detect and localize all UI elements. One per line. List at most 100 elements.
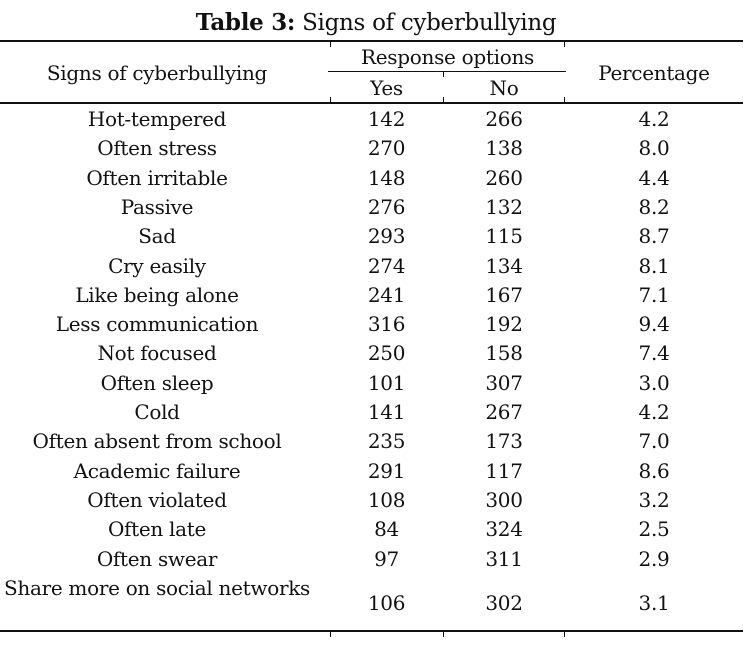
- yes-cell: 142: [367, 107, 406, 131]
- sign-cell: Often late: [107, 517, 207, 542]
- table-row: Cry easily 274 134 8.1: [0, 252, 752, 281]
- no-cell: 115: [485, 224, 523, 249]
- no-cell: 267: [485, 400, 523, 424]
- no-cell: 173: [485, 429, 523, 454]
- table-row: Hot-tempered 142 266 4.2: [0, 105, 752, 134]
- percentage-cell: 4.4: [638, 165, 670, 190]
- yes-cell: 316: [367, 312, 406, 337]
- yes-cell: 293: [367, 224, 406, 249]
- no-cell: 132: [485, 194, 523, 219]
- yes-cell: 235: [367, 429, 406, 454]
- header-percentage: Percentage: [598, 61, 710, 85]
- no-cell: 117: [485, 458, 523, 483]
- table-row: Passive 276 132 8.2: [0, 193, 752, 222]
- header-signs: Signs of cyberbullying: [46, 61, 268, 85]
- sign-cell: Often stress: [97, 136, 217, 161]
- header-response-options: Response options: [360, 45, 534, 69]
- no-cell: 300: [485, 487, 523, 512]
- sign-cell: Like being alone: [75, 282, 239, 307]
- sign-cell: Hot-tempered: [87, 107, 227, 131]
- percentage-cell: 7.4: [638, 341, 670, 366]
- table-caption: Signs of cyberbullying: [295, 10, 557, 36]
- yes-cell: 84: [374, 517, 399, 542]
- header-no: No: [489, 76, 519, 100]
- table-row: Like being alone 241 167 7.1: [0, 281, 752, 310]
- sign-cell: Often sleep: [100, 370, 214, 395]
- no-cell: 266: [485, 107, 523, 131]
- table-row: Cold 141 267 4.2: [0, 398, 752, 427]
- table-row: Not focused 250 158 7.4: [0, 339, 752, 368]
- yes-cell: 106: [367, 590, 406, 615]
- no-cell: 302: [485, 590, 523, 615]
- percentage-cell: 8.2: [638, 194, 670, 219]
- percentage-cell: 4.2: [638, 400, 670, 424]
- yes-cell: 148: [367, 165, 406, 190]
- yes-cell: 270: [367, 136, 406, 161]
- table-title: Table 3: Signs of cyberbullying: [0, 8, 752, 38]
- sign-cell: Passive: [120, 194, 194, 219]
- yes-cell: 101: [367, 370, 406, 395]
- bottom-rule: [0, 630, 743, 632]
- yes-cell: 241: [367, 282, 406, 307]
- yes-cell: 291: [367, 458, 406, 483]
- sign-cell: Academic failure: [73, 458, 241, 483]
- header-rule: [0, 102, 743, 104]
- percentage-cell: 3.0: [638, 370, 670, 395]
- percentage-cell: 8.1: [638, 253, 670, 278]
- group-rule: [328, 71, 566, 72]
- header-yes: Yes: [370, 76, 403, 100]
- percentage-cell: 8.0: [638, 136, 670, 161]
- table-row: Sad 293 115 8.7: [0, 222, 752, 251]
- no-cell: 192: [485, 312, 523, 337]
- sign-cell: Often violated: [87, 487, 227, 512]
- yes-cell: 276: [367, 194, 406, 219]
- column-tick: [564, 97, 565, 102]
- top-rule: [0, 40, 743, 42]
- table-row: Often irritable 148 260 4.4: [0, 164, 752, 193]
- column-tick: [443, 97, 444, 102]
- sign-cell: Not focused: [97, 341, 217, 366]
- percentage-cell: 9.4: [638, 312, 670, 337]
- sign-cell: Sad: [138, 224, 176, 249]
- column-tick: [443, 72, 444, 77]
- table-row: Academic failure 291 117 8.6: [0, 457, 752, 486]
- column-tick: [564, 632, 565, 637]
- sign-cell: Cry easily: [108, 253, 206, 278]
- sign-cell: Often irritable: [86, 165, 228, 190]
- percentage-cell: 8.7: [638, 224, 670, 249]
- sign-cell: Cold: [134, 400, 180, 424]
- table-row: Less communication 316 192 9.4: [0, 310, 752, 339]
- no-cell: 138: [485, 136, 523, 161]
- yes-cell: 250: [367, 341, 406, 366]
- yes-cell: 141: [367, 400, 406, 424]
- percentage-cell: 8.6: [638, 458, 670, 483]
- yes-cell: 97: [374, 546, 399, 571]
- table-row: Often absent from school 235 173 7.0: [0, 427, 752, 456]
- percentage-cell: 7.0: [638, 429, 670, 454]
- column-tick: [330, 42, 331, 47]
- no-cell: 260: [485, 165, 523, 190]
- percentage-cell: 2.9: [638, 546, 670, 571]
- column-tick: [443, 632, 444, 637]
- table-label: Table 3:: [195, 9, 296, 36]
- no-cell: 307: [485, 370, 523, 395]
- percentage-cell: 2.5: [638, 517, 670, 542]
- percentage-cell: 3.1: [638, 590, 670, 615]
- percentage-cell: 4.2: [638, 107, 670, 131]
- table-row: Often stress 270 138 8.0: [0, 134, 752, 163]
- yes-cell: 274: [367, 253, 406, 278]
- no-cell: 158: [485, 341, 523, 366]
- table-row: Often late 84 324 2.5: [0, 515, 752, 544]
- percentage-cell: 7.1: [638, 282, 670, 307]
- table-row: Share more on social networks 106 302 3.1: [0, 574, 752, 632]
- sign-cell: Share more on social networks: [3, 575, 311, 600]
- column-tick: [330, 97, 331, 102]
- no-cell: 311: [485, 546, 523, 571]
- table-row: Often sleep 101 307 3.0: [0, 369, 752, 398]
- no-cell: 167: [485, 282, 523, 307]
- table-row: Often violated 108 300 3.2: [0, 486, 752, 515]
- sign-cell: Often absent from school: [32, 429, 282, 454]
- column-tick: [330, 632, 331, 637]
- no-cell: 134: [485, 253, 523, 278]
- sign-cell: Less communication: [55, 312, 259, 337]
